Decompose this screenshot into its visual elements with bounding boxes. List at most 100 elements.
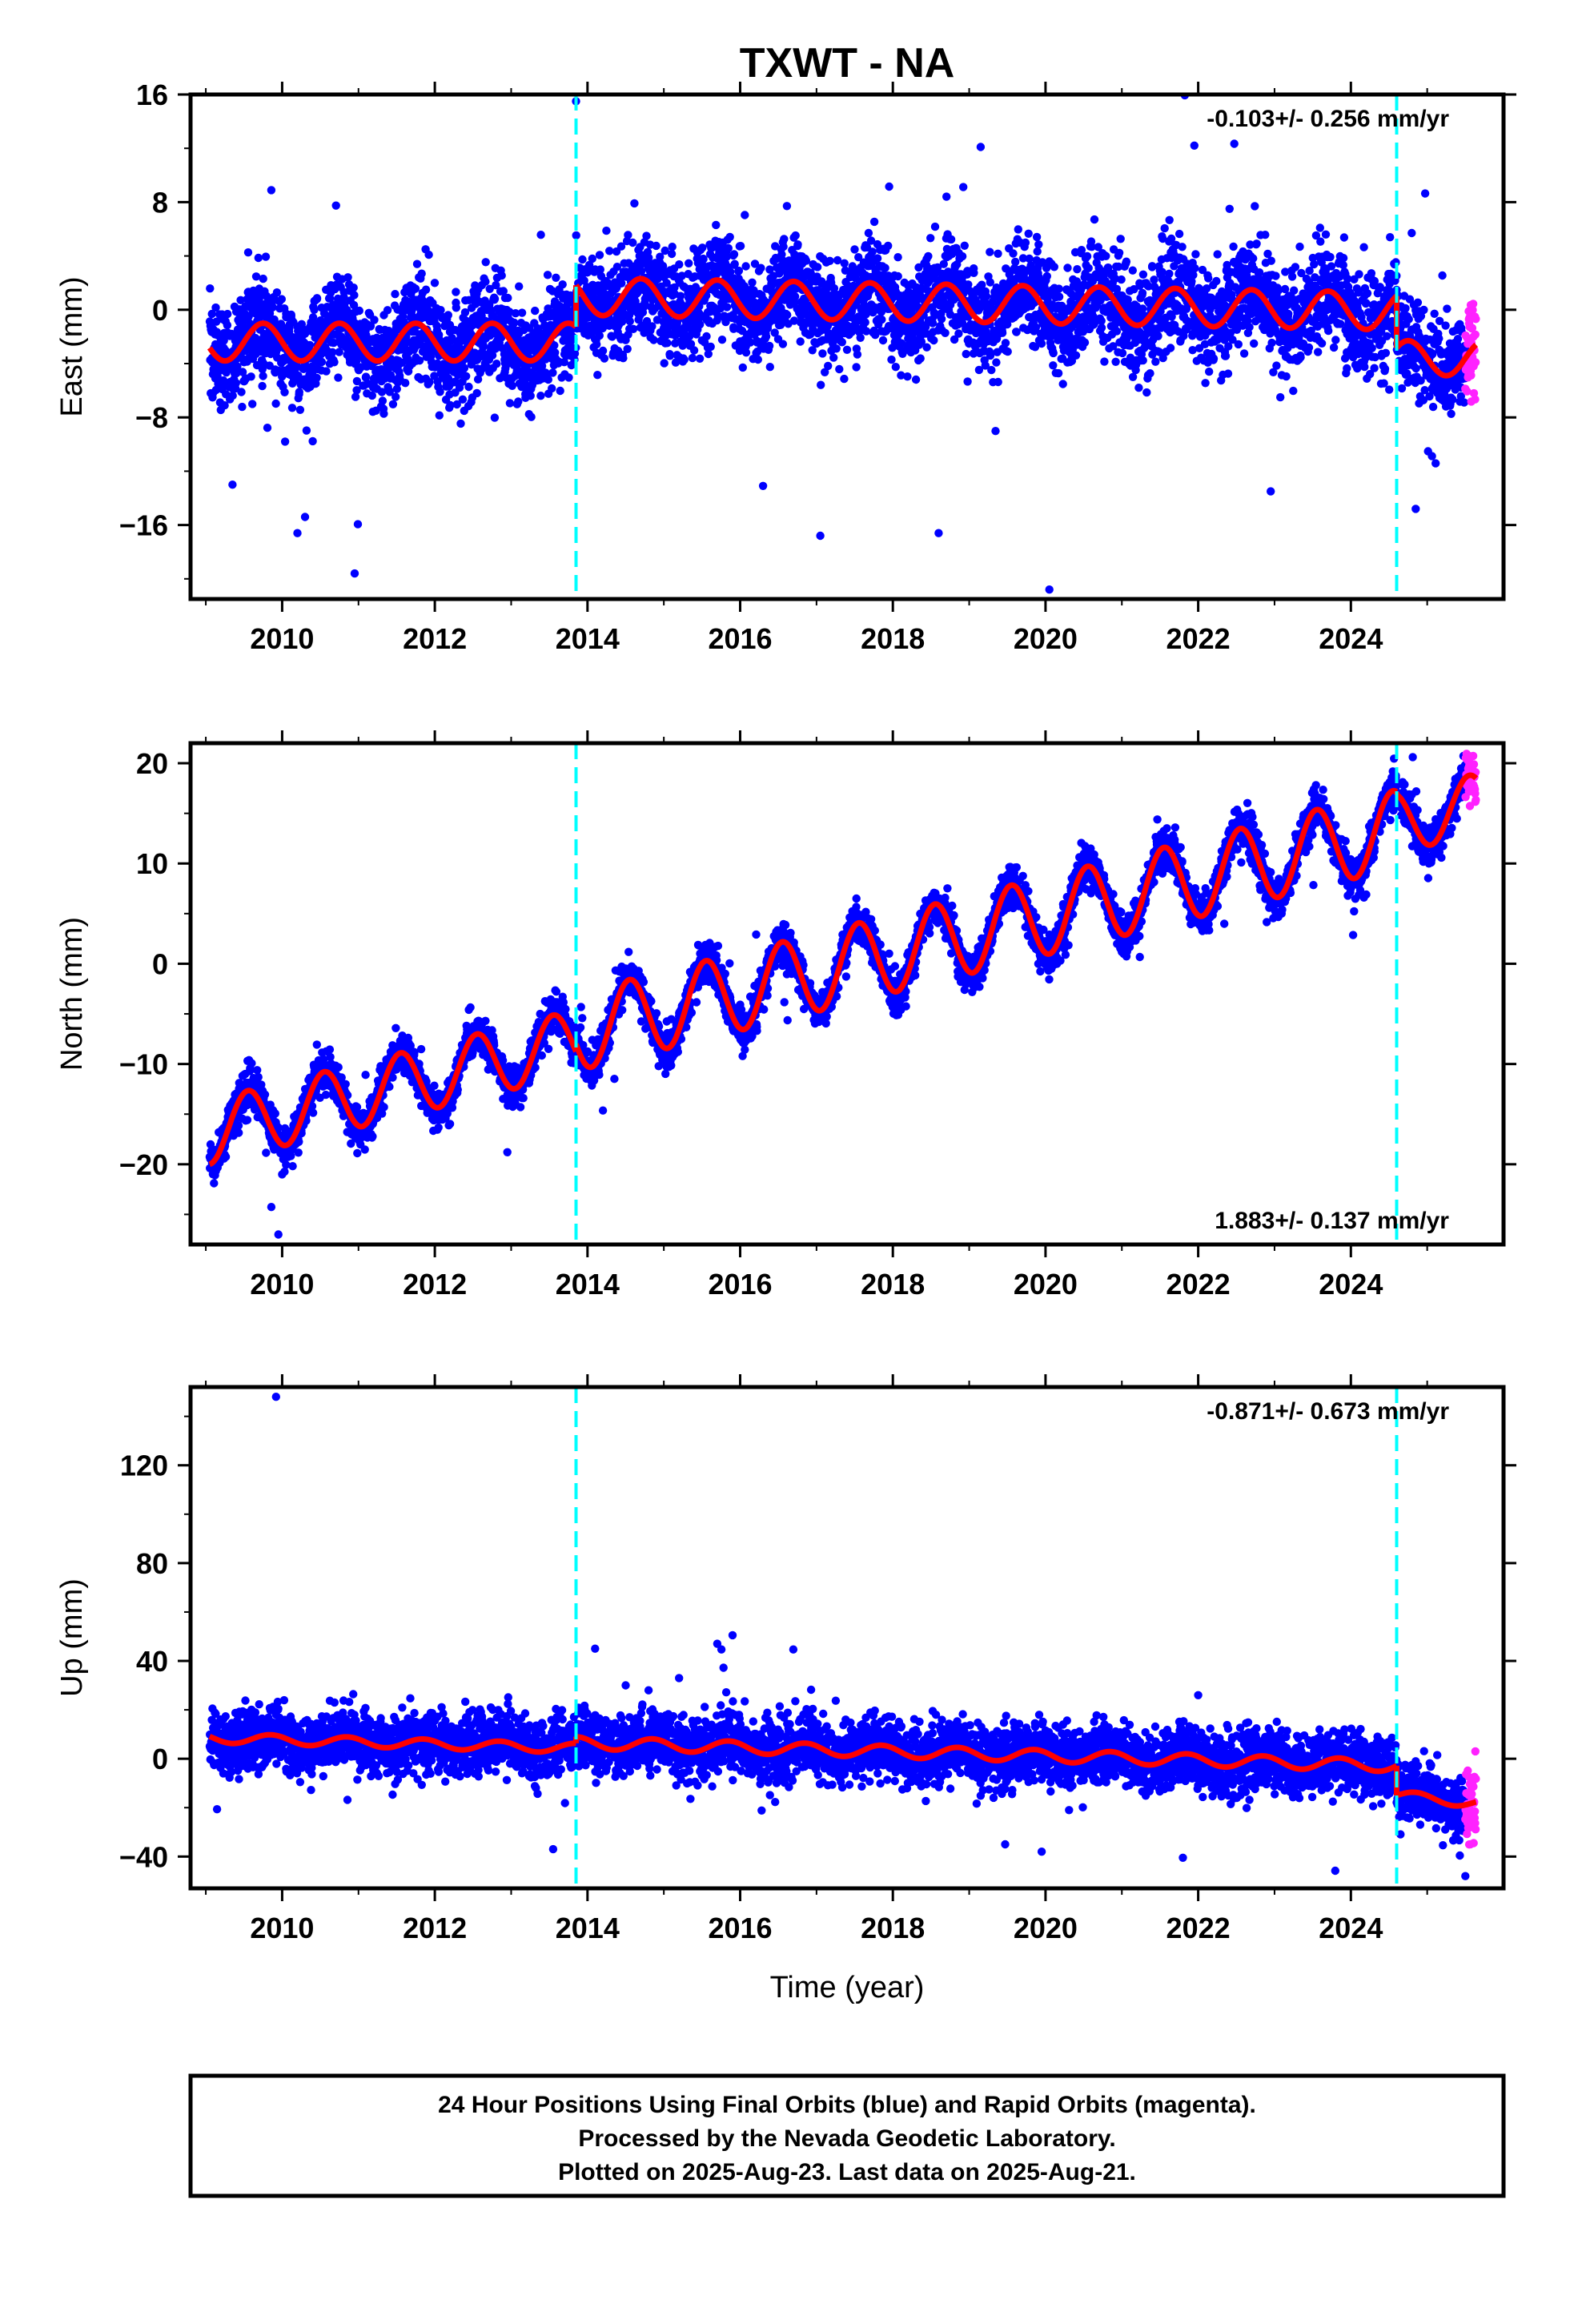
east-final-point	[970, 268, 978, 277]
east-final-point	[295, 405, 305, 414]
east-final-point	[492, 280, 500, 290]
east-final-point	[446, 400, 455, 410]
east-final-point	[1033, 247, 1042, 256]
east-final-point	[994, 249, 1002, 258]
east-final-point	[436, 388, 444, 396]
east-final-point	[963, 377, 972, 386]
east-final-point	[1205, 367, 1214, 376]
east-final-point	[329, 338, 338, 348]
east-final-point	[564, 373, 573, 382]
east-final-point	[1360, 362, 1369, 372]
east-final-point	[706, 342, 715, 352]
east-final-point	[946, 235, 956, 244]
east-final-point	[460, 364, 469, 372]
east-final-point	[779, 242, 788, 251]
east-final-point	[1267, 256, 1276, 265]
east-final-point	[497, 271, 506, 280]
east-final-point	[1339, 233, 1349, 242]
east-final-point	[308, 436, 317, 446]
east-final-point	[736, 242, 745, 251]
east-final-point	[741, 348, 751, 357]
east-final-point	[331, 201, 340, 210]
east-final-point	[1209, 354, 1219, 363]
east-final-point	[232, 368, 241, 378]
east-final-point	[1201, 379, 1210, 388]
east-final-point	[349, 283, 358, 292]
east-final-point	[602, 226, 611, 235]
east-final-point	[891, 363, 901, 372]
east-final-point	[665, 352, 674, 360]
east-final-point	[1080, 338, 1090, 347]
east-final-point	[1077, 246, 1086, 255]
east-final-point	[675, 260, 684, 269]
east-final-point	[1284, 309, 1293, 319]
east-final-point	[1166, 344, 1175, 352]
east-final-point	[508, 381, 516, 390]
east-final-point	[652, 241, 661, 251]
east-final-point	[887, 355, 896, 364]
east-final-point	[1249, 254, 1258, 263]
east-final-point	[777, 250, 786, 259]
east-final-point	[452, 400, 461, 409]
east-final-point	[328, 348, 337, 356]
east-final-point	[1331, 336, 1340, 344]
east-final-point	[415, 356, 424, 365]
east-final-point	[223, 309, 232, 319]
east-final-point	[1339, 254, 1348, 263]
east-final-point	[1040, 283, 1049, 292]
east-final-point	[628, 238, 637, 247]
east-final-point	[456, 419, 465, 428]
east-final-point	[295, 388, 303, 396]
east-final-point	[612, 263, 622, 271]
east-final-point	[458, 395, 468, 404]
east-final-point	[578, 255, 587, 264]
east-final-point	[942, 192, 951, 201]
east-final-point	[704, 349, 713, 359]
east-final-point	[353, 520, 363, 529]
east-final-point	[460, 308, 470, 317]
east-final-point	[1271, 271, 1280, 280]
east-final-point	[649, 336, 658, 344]
east-final-point	[1151, 357, 1160, 366]
east-final-point	[926, 234, 935, 243]
east-final-point	[937, 315, 946, 324]
east-final-point	[366, 321, 375, 331]
east-final-point	[765, 341, 774, 351]
east-final-point	[746, 338, 755, 347]
east-final-point	[842, 345, 852, 354]
east-final-point	[1191, 250, 1200, 259]
east-final-point	[237, 388, 246, 396]
east-final-point	[531, 306, 540, 316]
east-final-point	[1100, 357, 1109, 366]
east-final-point	[267, 186, 276, 195]
east-final-point	[1326, 252, 1335, 262]
east-final-point	[605, 247, 614, 255]
east-final-point	[853, 350, 862, 359]
east-final-point	[1321, 230, 1331, 239]
east-final-point	[1282, 372, 1291, 381]
east-final-point	[543, 271, 552, 279]
east-final-point	[856, 333, 865, 342]
east-final-point	[1118, 348, 1127, 358]
east-final-point	[991, 427, 1000, 436]
east-final-point	[361, 372, 371, 381]
east-final-point	[472, 388, 481, 398]
east-final-point	[1146, 369, 1154, 378]
east-final-point	[268, 303, 277, 312]
east-final-point	[758, 481, 768, 490]
east-final-point	[893, 253, 902, 262]
east-final-point	[527, 412, 536, 421]
east-final-point	[868, 247, 877, 256]
east-final-point	[668, 243, 677, 251]
east-final-point	[424, 250, 433, 259]
east-final-point	[1049, 361, 1058, 370]
east-final-point	[580, 276, 588, 285]
east-final-point	[1054, 368, 1063, 378]
east-final-point	[791, 231, 800, 240]
east-final-point	[1128, 266, 1138, 275]
east-final-point	[698, 243, 707, 252]
east-final-point	[334, 373, 343, 382]
east-final-point	[1310, 259, 1319, 269]
east-final-point	[212, 317, 221, 326]
